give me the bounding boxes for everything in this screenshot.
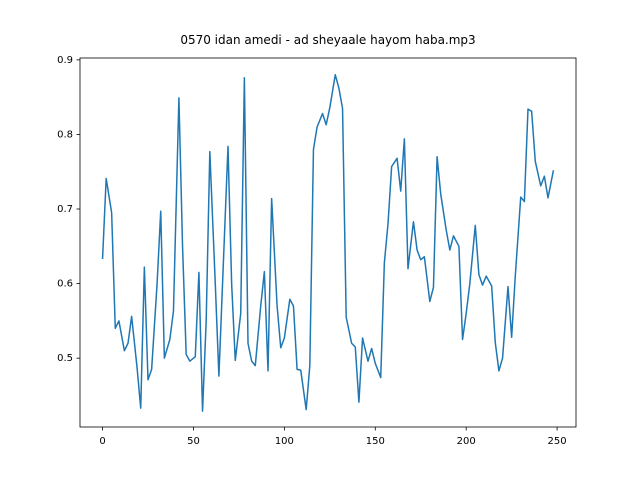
chart-title: 0570 idan amedi - ad sheyaale hayom haba… [180,33,475,47]
x-tick-label: 50 [187,436,200,447]
y-tick-label: 0.9 [57,55,73,66]
x-tick-label: 250 [548,436,567,447]
x-tick-label: 100 [275,436,294,447]
x-tick-label: 150 [366,436,385,447]
y-tick-label: 0.7 [57,204,73,215]
data-line [101,74,555,412]
y-tick-label: 0.5 [57,353,73,364]
y-tick-label: 0.6 [57,279,73,290]
axes-frame [79,57,577,428]
x-tick-label: 200 [457,436,476,447]
y-tick-label: 0.8 [57,129,73,140]
x-tick-label: 0 [99,436,105,447]
